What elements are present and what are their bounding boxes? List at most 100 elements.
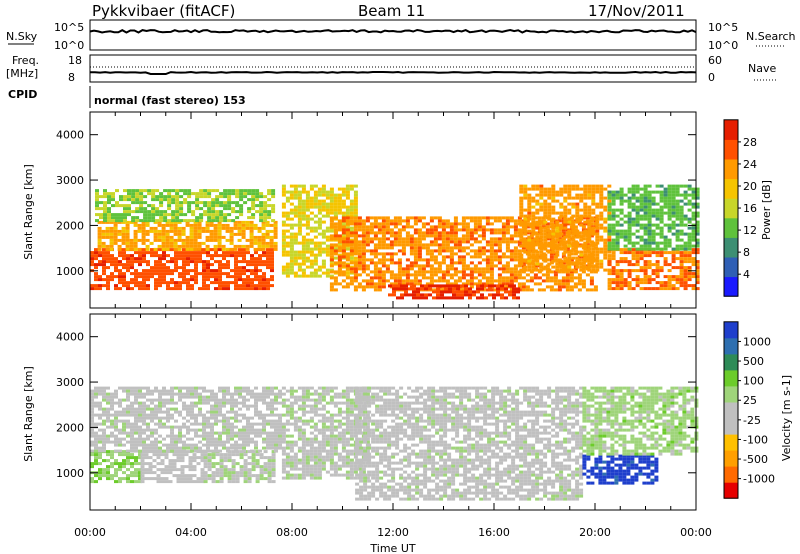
power-band-4-cell — [501, 270, 506, 274]
power-band-4-cell — [489, 255, 494, 259]
velocity-band-3-cell — [186, 443, 190, 447]
power-band-4-cell — [505, 249, 510, 253]
power-band-6-cell — [591, 199, 596, 203]
velocity-band-3-cell — [194, 386, 198, 390]
power-band-6-cell — [591, 268, 596, 272]
power-band-3-cell — [281, 250, 286, 254]
velocity-band-3-cell — [98, 449, 102, 453]
velocity-band-3-cell — [150, 443, 154, 447]
power-band-8-cell — [679, 193, 684, 197]
power-band-3-cell — [353, 202, 358, 206]
power-band-7-cell — [619, 269, 624, 273]
power-band-4-cell — [441, 237, 446, 241]
power-band-0-cell — [178, 251, 182, 255]
power-band-1-cell — [185, 238, 190, 242]
power-band-2-cell — [223, 189, 228, 193]
velocity-band-3-cell — [94, 443, 98, 447]
power-band-3-cell — [317, 190, 322, 194]
power-band-3-cell — [293, 196, 298, 200]
velocity-band-3-cell — [130, 422, 134, 426]
power-band-2-cell — [167, 198, 172, 202]
power-band-2-cell — [111, 204, 115, 208]
power-band-6-cell — [539, 208, 544, 212]
power-band-8-cell — [627, 235, 632, 239]
velocity-band-3-cell — [166, 419, 170, 423]
power-band-5-cell — [448, 287, 452, 291]
power-band-0-cell — [210, 257, 214, 261]
power-band-5-cell — [468, 287, 472, 291]
power-band-7-cell — [627, 272, 632, 276]
velocity-band-3-cell — [190, 413, 194, 417]
velocity-band-2-cell — [247, 474, 252, 478]
power-band-7-cell — [671, 260, 676, 264]
power-band-6-cell — [559, 193, 564, 197]
power-band-2-cell — [251, 201, 256, 205]
power-band-4-cell — [461, 270, 466, 274]
velocity-band-3-cell — [122, 389, 126, 393]
power-band-3-cell — [345, 211, 350, 215]
power-band-2-cell — [127, 213, 131, 217]
power-band-4-cell — [465, 228, 470, 232]
power-band-6-cell — [571, 196, 576, 200]
power-band-5-cell — [424, 287, 428, 291]
power-band-4-cell — [481, 234, 486, 238]
power-band-4-cell — [405, 225, 410, 229]
velocity-band-2-cell — [267, 477, 272, 481]
power-band-5-cell — [404, 284, 408, 288]
power-band-4-cell — [485, 243, 490, 247]
power-band-4-cell — [485, 279, 490, 283]
nsky-panel — [89, 19, 697, 51]
power-band-6-cell — [595, 187, 600, 191]
power-band-3-cell — [317, 247, 322, 251]
power-band-6-cell — [531, 214, 536, 218]
power-band-8-cell — [679, 232, 684, 236]
velocity-band-2-cell — [271, 456, 276, 460]
power-band-2-cell — [187, 201, 192, 205]
velocity-band-1-cell — [140, 471, 145, 475]
power-band-8-cell — [615, 223, 620, 227]
power-band-2-cell — [263, 219, 268, 223]
power-band-6-cell — [567, 190, 572, 194]
power-band-1-cell — [153, 232, 158, 236]
power-band-8-cell — [635, 220, 640, 224]
power-band-3-cell — [321, 190, 326, 194]
power-band-1-cell — [173, 223, 178, 227]
power-band-3-cell — [289, 235, 294, 239]
power-band-7-cell — [623, 248, 628, 252]
power-band-6-cell — [519, 232, 524, 236]
power-band-6-cell — [531, 229, 536, 233]
velocity-band-3-cell — [150, 416, 154, 420]
velocity-band-0-cell — [126, 453, 130, 457]
power-band-5-cell — [416, 296, 420, 300]
power-band-4-cell — [361, 279, 366, 283]
power-band-3-cell — [305, 196, 310, 200]
power-band-5-cell — [412, 296, 416, 300]
velocity-band-2-cell — [243, 480, 248, 484]
power-band-8-cell — [671, 214, 676, 218]
power-band-7-cell — [655, 269, 660, 273]
power-band-3-cell — [281, 253, 286, 257]
power-band-1-cell — [205, 238, 210, 242]
power-band-6-cell — [523, 268, 528, 272]
power-band-1-cell — [97, 238, 102, 242]
power-band-2-cell — [167, 201, 172, 205]
power-band-4-cell — [517, 249, 522, 253]
power-band-4-cell — [357, 243, 362, 247]
power-band-8-cell — [623, 214, 628, 218]
velocity-band-1-cell — [180, 453, 185, 457]
power-band-3-cell — [353, 196, 358, 200]
velocity-band-3-cell — [226, 386, 230, 390]
velocity-band-3-cell — [150, 419, 154, 423]
velocity-band-3-cell — [98, 407, 102, 411]
velocity-band-3-cell — [206, 440, 210, 444]
power-band-4-cell — [329, 222, 334, 226]
power-band-4-cell — [549, 288, 554, 292]
power-band-2-cell — [195, 219, 200, 223]
power-band-1-cell — [257, 226, 262, 230]
power-band-7-cell — [635, 269, 640, 273]
velocity-band-3-cell — [170, 401, 174, 405]
power-band-0-cell — [218, 278, 222, 282]
velocity-band-3-cell — [214, 401, 218, 405]
power-colorbar-tick-label: 24 — [743, 158, 757, 171]
power-band-4-cell — [545, 276, 550, 280]
